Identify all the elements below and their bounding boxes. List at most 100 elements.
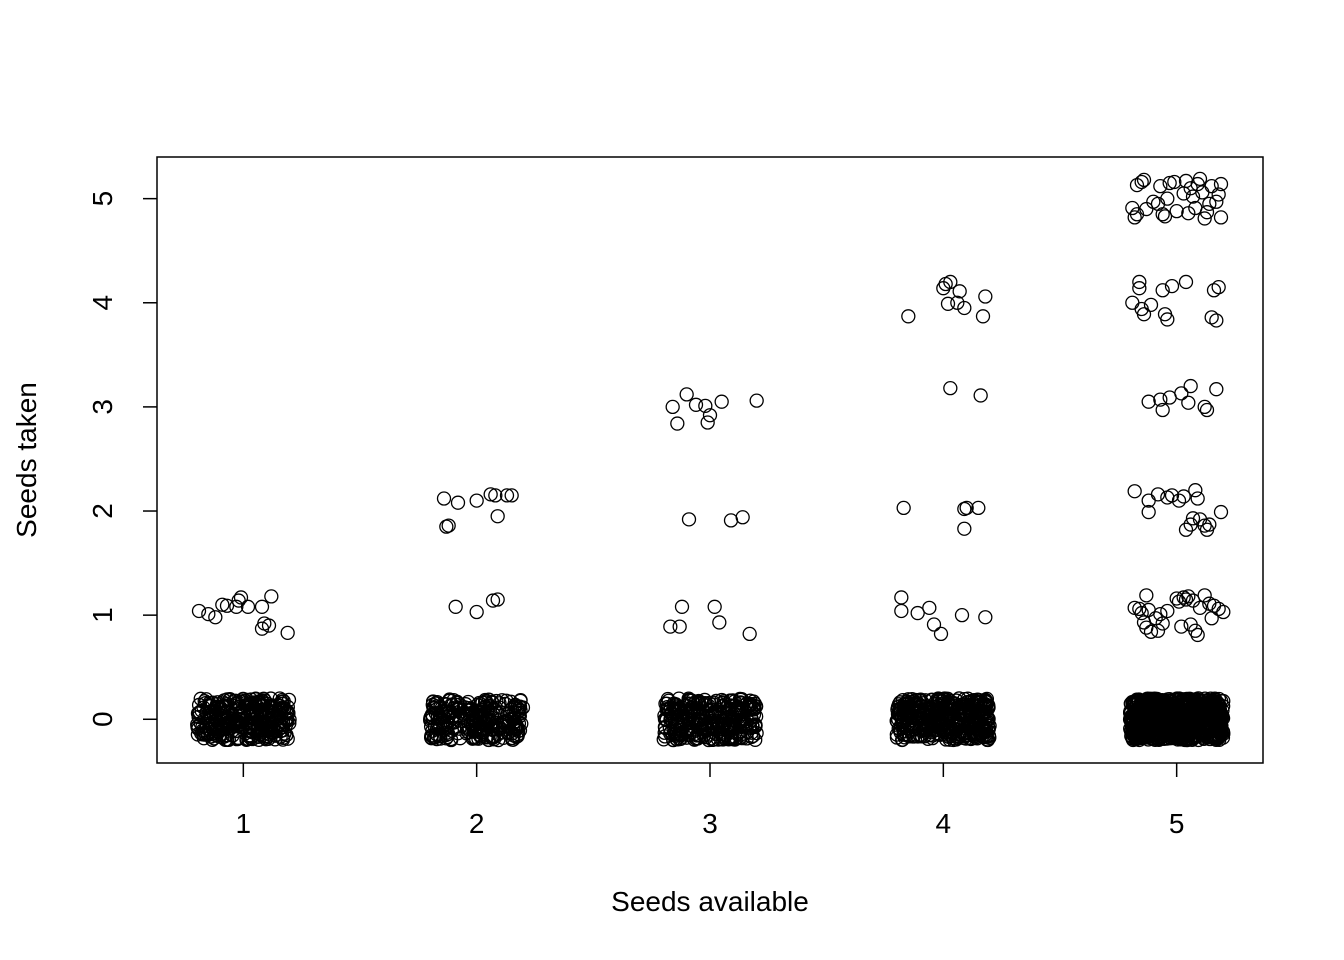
data-point (890, 714, 905, 730)
data-point (700, 723, 715, 738)
data-point (744, 729, 759, 745)
data-point (469, 493, 484, 508)
data-point (209, 710, 224, 726)
x-tick-label: 3 (702, 808, 718, 839)
data-point (1202, 517, 1217, 532)
data-point (1190, 491, 1205, 506)
data-point (1157, 209, 1173, 224)
data-point (485, 722, 500, 737)
data-point (1150, 487, 1166, 502)
data-point (1209, 382, 1224, 397)
data-point (238, 726, 253, 741)
data-point (1178, 274, 1194, 290)
data-point (954, 607, 970, 623)
data-point (272, 717, 287, 732)
data-point (682, 693, 697, 708)
data-point (449, 694, 465, 709)
data-point (1185, 189, 1201, 204)
data-point (952, 727, 967, 742)
data-point (488, 488, 503, 503)
data-point (264, 589, 279, 604)
data-point (469, 604, 484, 620)
data-point (230, 717, 245, 733)
data-point (1190, 627, 1205, 643)
data-point (1141, 504, 1156, 520)
data-point (481, 692, 496, 707)
data-point (734, 702, 750, 717)
data-point (971, 500, 986, 516)
data-point (1153, 178, 1168, 194)
data-point (490, 592, 505, 607)
data-point (657, 729, 673, 744)
data-point (1132, 274, 1147, 290)
data-point (956, 730, 971, 746)
data-point (448, 599, 463, 614)
data-point (426, 700, 441, 715)
data-point (891, 706, 907, 722)
data-point (684, 713, 699, 728)
data-point (1188, 483, 1203, 498)
data-point (469, 713, 484, 728)
data-point (472, 705, 487, 721)
data-point (281, 692, 297, 708)
data-point (680, 704, 695, 720)
data-point (1155, 402, 1170, 418)
data-point (1178, 173, 1194, 189)
data-point (490, 509, 505, 524)
data-point (1155, 283, 1170, 298)
data-point (1178, 522, 1194, 537)
data-point (702, 408, 718, 423)
data-point (1206, 283, 1222, 298)
data-point (1196, 729, 1211, 744)
data-point (1171, 714, 1186, 730)
data-point (929, 693, 944, 708)
data-point (910, 605, 925, 621)
data-point (900, 696, 915, 712)
points-layer (190, 171, 1231, 748)
data-point (1176, 489, 1191, 504)
data-point (1149, 731, 1164, 746)
data-point (901, 309, 916, 324)
data-point (499, 488, 515, 503)
data-point (1186, 711, 1201, 727)
data-point (969, 711, 985, 726)
x-axis-label: Seeds available (611, 886, 809, 917)
data-point (744, 712, 759, 727)
data-point (507, 700, 522, 716)
data-point (470, 703, 485, 718)
data-point (682, 727, 697, 743)
data-point (263, 720, 278, 735)
data-point (1131, 719, 1146, 734)
data-point (980, 701, 996, 716)
data-point (691, 711, 706, 727)
data-point (1204, 178, 1219, 194)
data-point (919, 717, 934, 732)
data-point (485, 593, 501, 608)
data-point (978, 693, 994, 709)
data-point (1162, 175, 1177, 191)
data-point (1141, 394, 1156, 409)
data-point (201, 606, 216, 622)
data-point (748, 732, 763, 747)
data-point (426, 730, 442, 745)
data-point (504, 488, 519, 503)
data-point (500, 716, 515, 731)
data-point (698, 398, 713, 414)
data-point (1176, 590, 1191, 605)
data-point (511, 704, 526, 719)
data-point (735, 510, 750, 525)
data-point (933, 703, 948, 718)
data-point (1171, 493, 1187, 508)
data-point (980, 732, 995, 747)
data-point (714, 394, 729, 409)
data-point (1213, 504, 1229, 520)
data-point (1191, 725, 1206, 740)
data-point (481, 732, 497, 748)
data-point (663, 706, 679, 721)
data-point (1145, 710, 1160, 726)
y-tick-label: 0 (87, 711, 118, 727)
data-point (222, 715, 238, 730)
x-tick-label: 4 (936, 808, 952, 839)
data-point (254, 693, 270, 708)
data-point (275, 730, 291, 745)
